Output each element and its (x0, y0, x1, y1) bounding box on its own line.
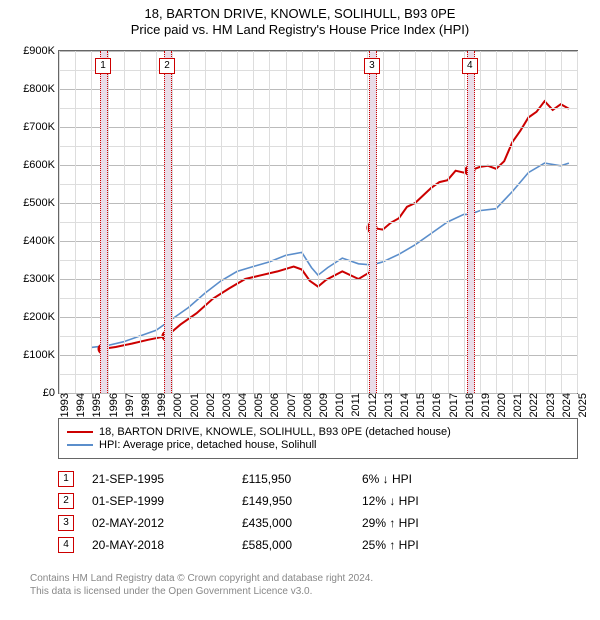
y-tick-label: £300K (23, 273, 59, 285)
x-tick-label: 1999 (152, 393, 168, 417)
sales-row: 4 20-MAY-2018£585,00025% ↑ HPI (58, 534, 578, 556)
x-tick-label: 2001 (185, 393, 201, 417)
sale-row-num: 2 (58, 493, 74, 509)
y-tick-label: £200K (23, 311, 59, 323)
x-tick-label: 2021 (508, 393, 524, 417)
hpi-line (91, 163, 569, 347)
sales-row: 3 02-MAY-2012£435,00029% ↑ HPI (58, 512, 578, 534)
x-tick-label: 2000 (168, 393, 184, 417)
x-tick-label: 1993 (55, 393, 71, 417)
x-tick-label: 2024 (557, 393, 573, 417)
x-tick-label: 2022 (524, 393, 540, 417)
sale-band (369, 51, 377, 393)
sale-row-num: 4 (58, 537, 74, 553)
sale-number-box: 1 (95, 58, 111, 74)
sale-row-date: 20-MAY-2018 (92, 538, 242, 552)
y-tick-label: £700K (23, 121, 59, 133)
legend-swatch-blue (67, 444, 93, 446)
x-tick-label: 2007 (282, 393, 298, 417)
x-tick-label: 2019 (476, 393, 492, 417)
sales-table: 1 21-SEP-1995£115,9506% ↓ HPI 2 01-SEP-1999… (58, 468, 578, 556)
footnote-line2: This data is licensed under the Open Gov… (30, 585, 580, 598)
sale-row-num: 3 (58, 515, 74, 531)
legend-row-blue: HPI: Average price, detached house, Soli… (67, 439, 569, 451)
x-tick-label: 1996 (104, 393, 120, 417)
x-tick-label: 1995 (87, 393, 103, 417)
legend-row-red: 18, BARTON DRIVE, KNOWLE, SOLIHULL, B93 … (67, 426, 569, 438)
x-tick-label: 1997 (120, 393, 136, 417)
sale-row-price: £115,950 (242, 472, 362, 486)
sale-number-box: 4 (462, 58, 478, 74)
x-tick-label: 2023 (541, 393, 557, 417)
x-tick-label: 2004 (233, 393, 249, 417)
x-tick-label: 2010 (330, 393, 346, 417)
legend: 18, BARTON DRIVE, KNOWLE, SOLIHULL, B93 … (58, 418, 578, 459)
x-tick-label: 2017 (444, 393, 460, 417)
y-tick-label: £400K (23, 235, 59, 247)
footnote-line1: Contains HM Land Registry data © Crown c… (30, 572, 580, 585)
title-subtitle: Price paid vs. HM Land Registry's House … (0, 22, 600, 38)
sale-row-price: £149,950 (242, 494, 362, 508)
sale-row-date: 02-MAY-2012 (92, 516, 242, 530)
y-tick-label: £600K (23, 159, 59, 171)
plot-area: £0£100K£200K£300K£400K£500K£600K£700K£80… (58, 50, 578, 394)
y-tick-label: £800K (23, 83, 59, 95)
x-tick-label: 2018 (460, 393, 476, 417)
x-tick-label: 2002 (201, 393, 217, 417)
sale-row-price: £435,000 (242, 516, 362, 530)
sale-row-num: 1 (58, 471, 74, 487)
x-tick-label: 2009 (314, 393, 330, 417)
sale-number-box: 3 (364, 58, 380, 74)
x-tick-label: 2013 (379, 393, 395, 417)
sale-band (164, 51, 172, 393)
sale-row-pct: 25% ↑ HPI (362, 538, 462, 552)
title-block: 18, BARTON DRIVE, KNOWLE, SOLIHULL, B93 … (0, 0, 600, 39)
sale-row-price: £585,000 (242, 538, 362, 552)
x-tick-label: 2016 (427, 393, 443, 417)
sale-band (467, 51, 475, 393)
footnote: Contains HM Land Registry data © Crown c… (30, 572, 580, 598)
y-tick-label: £500K (23, 197, 59, 209)
sale-row-date: 21-SEP-1995 (92, 472, 242, 486)
sale-row-pct: 29% ↑ HPI (362, 516, 462, 530)
sales-row: 2 01-SEP-1999£149,95012% ↓ HPI (58, 490, 578, 512)
y-tick-label: £900K (23, 45, 59, 57)
x-tick-label: 2006 (265, 393, 281, 417)
x-tick-label: 2014 (395, 393, 411, 417)
sale-row-date: 01-SEP-1999 (92, 494, 242, 508)
sale-row-pct: 6% ↓ HPI (362, 472, 462, 486)
x-tick-label: 2012 (363, 393, 379, 417)
sale-band (100, 51, 108, 393)
x-tick-label: 2025 (573, 393, 589, 417)
sales-row: 1 21-SEP-1995£115,9506% ↓ HPI (58, 468, 578, 490)
sale-row-pct: 12% ↓ HPI (362, 494, 462, 508)
legend-label-red: 18, BARTON DRIVE, KNOWLE, SOLIHULL, B93 … (99, 426, 451, 438)
y-tick-label: £100K (23, 349, 59, 361)
x-tick-label: 2011 (346, 393, 362, 417)
x-tick-label: 1998 (136, 393, 152, 417)
chart-container: 18, BARTON DRIVE, KNOWLE, SOLIHULL, B93 … (0, 0, 600, 620)
legend-swatch-red (67, 431, 93, 433)
x-tick-label: 1994 (71, 393, 87, 417)
x-tick-label: 2020 (492, 393, 508, 417)
title-address: 18, BARTON DRIVE, KNOWLE, SOLIHULL, B93 … (0, 6, 600, 22)
x-tick-label: 2008 (298, 393, 314, 417)
legend-label-blue: HPI: Average price, detached house, Soli… (99, 439, 317, 451)
x-tick-label: 2005 (249, 393, 265, 417)
x-tick-label: 2003 (217, 393, 233, 417)
x-tick-label: 2015 (411, 393, 427, 417)
sale-number-box: 2 (159, 58, 175, 74)
